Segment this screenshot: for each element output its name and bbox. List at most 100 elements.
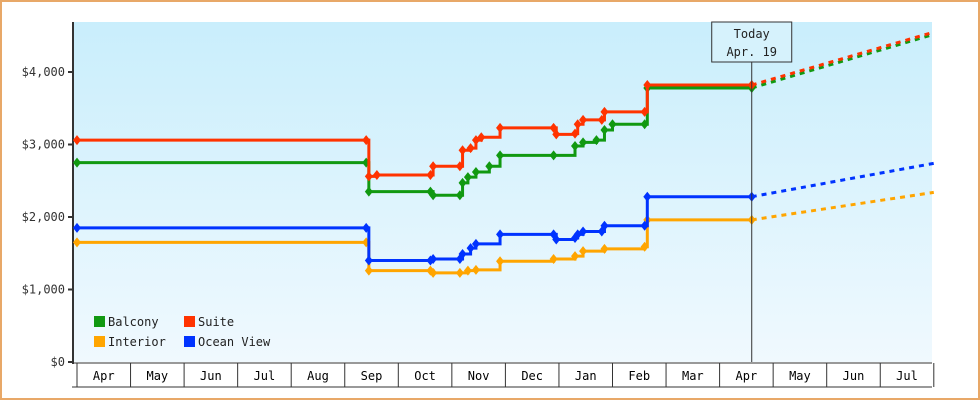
data-point-marker — [458, 248, 467, 259]
legend-label: Suite — [198, 315, 234, 329]
data-point-marker — [466, 143, 475, 154]
data-point-marker — [600, 125, 609, 135]
data-point-marker — [466, 243, 475, 254]
x-month-label: Mar — [682, 369, 704, 383]
legend-swatch — [94, 316, 105, 327]
x-month-label: Jul — [896, 369, 918, 383]
legend-item-balcony: Balcony — [94, 315, 159, 329]
today-box — [711, 21, 793, 63]
data-point-marker — [477, 132, 486, 143]
data-point-marker — [463, 172, 472, 183]
legend-label: Interior — [108, 335, 166, 349]
data-point-marker — [455, 267, 464, 278]
data-point-marker — [458, 145, 467, 156]
data-point-marker — [571, 251, 580, 262]
data-point-marker — [552, 234, 561, 245]
data-point-marker — [429, 161, 438, 172]
axes: $0 $1,000 $2,000 $3,000 $4,000 Apr May Jun Jul Au… — [22, 22, 935, 388]
series-layer — [73, 30, 935, 278]
y-tick-label: $1,000 — [22, 283, 65, 297]
data-point-marker — [597, 114, 606, 125]
x-month-label: May — [146, 369, 168, 383]
x-month-label: Apr — [736, 369, 758, 383]
data-point-marker — [573, 119, 582, 130]
x-month-label: Jun — [843, 369, 865, 383]
series-ocean-view — [73, 161, 935, 266]
data-point-marker — [496, 256, 505, 267]
data-point-marker — [640, 119, 649, 130]
data-point-marker — [600, 220, 609, 231]
plot-area — [74, 22, 932, 362]
x-month-label: Jan — [575, 369, 597, 383]
data-point-marker — [458, 177, 467, 188]
today-date: Apr. 19 — [726, 45, 777, 59]
data-point-marker — [362, 135, 371, 146]
data-point-marker — [73, 157, 81, 168]
forecast-line — [751, 30, 935, 87]
data-point-marker — [73, 222, 81, 233]
data-point-marker — [571, 140, 580, 151]
data-point-marker — [496, 229, 505, 240]
forecast-line — [751, 32, 935, 90]
data-point-marker — [579, 114, 588, 125]
data-point-marker — [549, 150, 558, 161]
data-point-marker — [364, 171, 373, 182]
data-point-marker — [643, 80, 652, 91]
legend: Balcony Suite Interior Ocean View — [94, 315, 271, 349]
data-point-marker — [455, 190, 464, 201]
data-point-marker — [608, 119, 617, 130]
data-point-marker — [362, 222, 371, 233]
data-point-marker — [364, 265, 373, 276]
y-tick-label: $3,000 — [22, 138, 65, 152]
data-point-marker — [552, 129, 561, 140]
x-month-label: Jun — [200, 369, 222, 383]
data-point-marker — [471, 238, 480, 249]
data-point-marker — [485, 161, 494, 172]
x-month-label: Apr — [93, 369, 115, 383]
data-point-marker — [592, 135, 601, 146]
data-point-marker — [600, 243, 609, 254]
data-point-marker — [496, 150, 505, 161]
y-tick-label: $4,000 — [22, 65, 65, 79]
data-point-marker — [426, 169, 435, 180]
data-point-marker — [364, 186, 373, 197]
data-point-marker — [471, 167, 480, 178]
data-point-marker — [463, 265, 472, 276]
data-point-marker — [579, 137, 588, 148]
x-month-label: Dec — [521, 369, 543, 383]
data-point-marker — [455, 161, 464, 172]
legend-item-suite: Suite — [184, 315, 234, 329]
x-month-label: Feb — [628, 369, 650, 383]
data-point-marker — [600, 106, 609, 117]
today-marker: Today Apr. 19 — [711, 21, 793, 362]
data-point-marker — [364, 255, 373, 266]
forecast-line — [751, 190, 935, 222]
series-suite — [73, 30, 935, 182]
forecast-line — [751, 161, 935, 199]
data-point-marker — [372, 169, 381, 180]
legend-label: Balcony — [108, 315, 159, 329]
x-month-label: Aug — [307, 369, 329, 383]
y-tick-label: $0 — [51, 355, 65, 369]
x-month-label: May — [789, 369, 811, 383]
data-point-marker — [579, 226, 588, 237]
today-label: Today — [734, 27, 770, 41]
data-point-marker — [429, 267, 438, 278]
legend-label: Ocean View — [198, 335, 271, 349]
legend-swatch — [184, 316, 195, 327]
data-point-marker — [643, 191, 652, 202]
y-tick-label: $2,000 — [22, 210, 65, 224]
data-point-marker — [429, 190, 438, 201]
data-point-marker — [73, 135, 81, 146]
data-point-marker — [471, 264, 480, 275]
legend-item-interior: Interior — [94, 335, 166, 349]
data-point-marker — [640, 241, 649, 252]
legend-item-ocean-view: Ocean View — [184, 335, 271, 349]
data-point-marker — [640, 220, 649, 231]
x-month-label: Sep — [361, 369, 383, 383]
x-month-label: Oct — [414, 369, 436, 383]
x-month-label: Nov — [468, 369, 490, 383]
data-point-marker — [579, 246, 588, 257]
